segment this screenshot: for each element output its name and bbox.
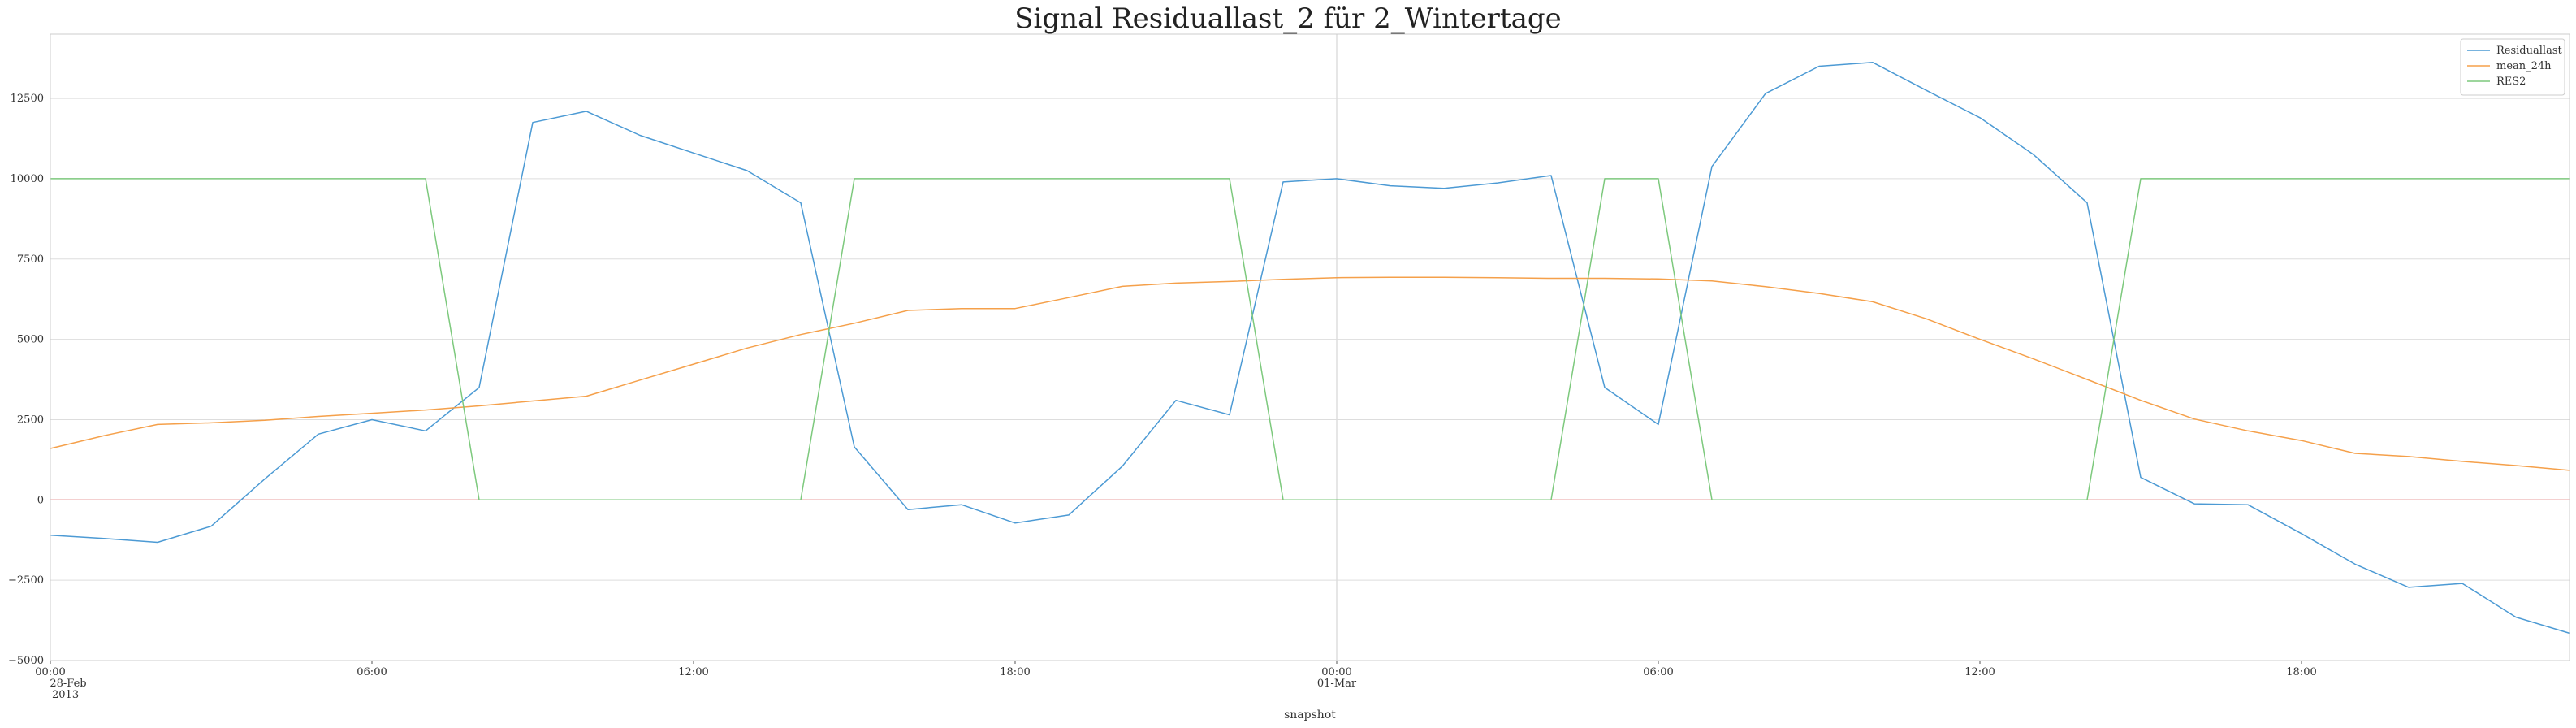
legend-label: mean_24h [2496,60,2552,72]
y-gridlines [50,98,2570,661]
y-tick-label: 2500 [17,414,44,426]
y-tick-label: −5000 [8,655,44,667]
x-tick-label: 12:00 [678,666,708,678]
chart-title: Signal Residuallast_2 für 2_Wintertage [1014,2,1561,35]
legend-label: RES2 [2496,76,2526,88]
x-tick-label: 01-Mar [1317,678,1357,690]
x-tick-label: 00:00 [35,666,65,678]
legend-label: Residuallast [2496,45,2562,57]
y-tick-label: 10000 [11,173,44,185]
series-line-res2 [50,178,2570,501]
y-tick-label: 7500 [17,254,44,266]
x-tick-label: 2013 [52,689,79,701]
x-tick-label: 12:00 [1964,666,1995,678]
x-tick-label: 00:00 [1321,666,1351,678]
x-tick-label: 06:00 [1643,666,1673,678]
legend: Residuallast mean_24h RES2 [2460,38,2565,96]
y-tick-label: −2500 [8,574,44,587]
x-tick-label: 18:00 [2286,666,2316,678]
series-line-mean-24h [50,276,2570,471]
y-tick-label: 5000 [17,334,44,346]
series-line-residuallast [50,62,2570,635]
x-axis-label: snapshot [1284,708,1336,722]
series-layer [50,62,2570,635]
y-axis-ticks: −5000 −2500 0 2500 5000 7500 10000 12500 [8,93,44,667]
plot-frame [50,33,2570,661]
x-tick-label: 28-Feb [50,678,86,690]
x-tick-label: 18:00 [1000,666,1030,678]
y-tick-label: 12500 [11,93,44,105]
y-tick-label: 0 [37,494,44,506]
x-tick-label: 06:00 [357,666,387,678]
